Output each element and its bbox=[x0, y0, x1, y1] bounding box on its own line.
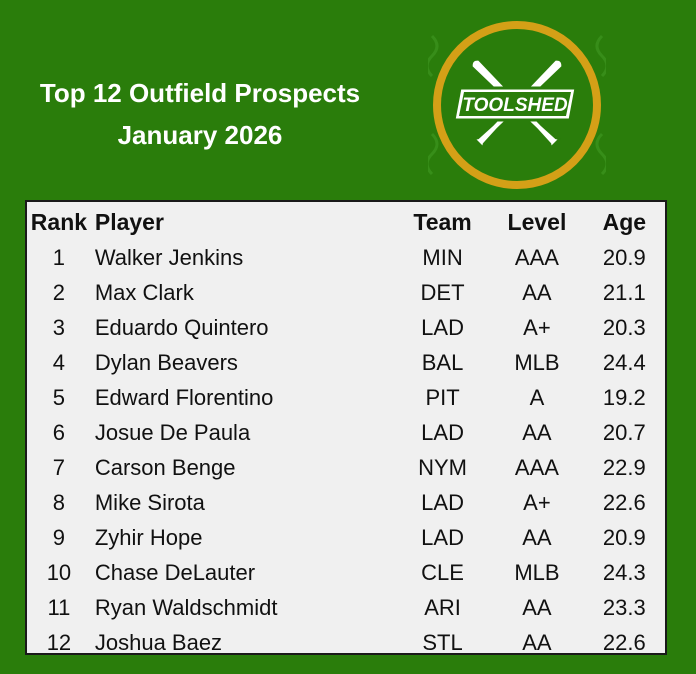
rank-cell: 5 bbox=[52, 384, 66, 410]
rank-cell: 7 bbox=[52, 454, 66, 480]
level-cell: AA bbox=[522, 419, 552, 445]
logo-text: TOOLSHED bbox=[462, 95, 567, 116]
player-cell: Mike Sirota bbox=[94, 489, 205, 515]
player-cell: Walker Jenkins bbox=[94, 244, 244, 270]
age-cell: 21.1 bbox=[602, 279, 646, 305]
level-cell: AA bbox=[522, 629, 552, 655]
team-cell: NYM bbox=[418, 454, 467, 480]
title-line-2: January 2026 bbox=[117, 120, 283, 150]
rank-cell: 4 bbox=[52, 349, 66, 375]
table-row: 8 Mike Sirota LAD A+ 22.6 bbox=[27, 485, 667, 520]
header-player: Player bbox=[94, 208, 164, 235]
level-cell: AAA bbox=[514, 244, 559, 270]
age-cell: 20.7 bbox=[602, 419, 646, 445]
toolshed-logo: TOOLSHED bbox=[428, 21, 606, 189]
header-team: Team bbox=[413, 208, 472, 235]
table-row: 12 Joshua Baez STL AA 22.6 bbox=[27, 625, 667, 660]
header-age: Age bbox=[602, 208, 647, 235]
player-cell: Eduardo Quintero bbox=[94, 314, 269, 340]
logo-background-stitches bbox=[428, 34, 606, 176]
rank-cell: 10 bbox=[46, 559, 72, 585]
table-row: 1 Walker Jenkins MIN AAA 20.9 bbox=[27, 240, 667, 275]
team-cell: BAL bbox=[421, 349, 464, 375]
prospect-table-panel: Rank Player Team Level Age 1 Walker Jenki… bbox=[25, 200, 667, 655]
level-cell: AA bbox=[522, 524, 552, 550]
table-header-row: Rank Player Team Level Age bbox=[27, 204, 667, 240]
level-cell: A bbox=[529, 384, 545, 410]
age-cell: 22.9 bbox=[602, 454, 646, 480]
logo-banner: TOOLSHED bbox=[452, 86, 578, 122]
level-cell: MLB bbox=[514, 559, 560, 585]
rank-cell: 2 bbox=[52, 279, 66, 305]
table-row: 4 Dylan Beavers BAL MLB 24.4 bbox=[27, 345, 667, 380]
level-cell: A+ bbox=[523, 314, 551, 340]
rank-cell: 9 bbox=[52, 524, 66, 550]
level-cell: AA bbox=[522, 594, 552, 620]
rank-cell: 8 bbox=[52, 489, 66, 515]
table-row: 5 Edward Florentino PIT A 19.2 bbox=[27, 380, 667, 415]
table-row: 9 Zyhir Hope LAD AA 20.9 bbox=[27, 520, 667, 555]
title-line-1: Top 12 Outfield Prospects bbox=[39, 78, 361, 108]
team-cell: STL bbox=[422, 629, 463, 655]
level-cell: MLB bbox=[514, 349, 560, 375]
rank-cell: 11 bbox=[47, 594, 71, 620]
rank-cell: 6 bbox=[52, 419, 66, 445]
table-row: 11 Ryan Waldschmidt ARI AA 23.3 bbox=[27, 590, 667, 625]
rank-cell: 3 bbox=[52, 314, 66, 340]
age-cell: 20.9 bbox=[602, 524, 646, 550]
age-cell: 20.3 bbox=[602, 314, 646, 340]
team-cell: LAD bbox=[421, 419, 464, 445]
table-row: 10 Chase DeLauter CLE MLB 24.3 bbox=[27, 555, 667, 590]
team-cell: DET bbox=[420, 279, 465, 305]
player-cell: Edward Florentino bbox=[94, 384, 274, 410]
player-cell: Joshua Baez bbox=[94, 629, 223, 655]
table-row: 3 Eduardo Quintero LAD A+ 20.3 bbox=[27, 310, 667, 345]
age-cell: 23.3 bbox=[602, 594, 646, 620]
team-cell: PIT bbox=[425, 384, 460, 410]
player-cell: Ryan Waldschmidt bbox=[94, 594, 278, 620]
rank-cell: 12 bbox=[46, 629, 72, 655]
age-cell: 24.4 bbox=[602, 349, 646, 375]
player-cell: Zyhir Hope bbox=[94, 524, 203, 550]
team-cell: CLE bbox=[421, 559, 464, 585]
team-cell: LAD bbox=[421, 524, 464, 550]
table-row: 6 Josue De Paula LAD AA 20.7 bbox=[27, 415, 667, 450]
player-cell: Josue De Paula bbox=[94, 419, 251, 445]
player-cell: Carson Benge bbox=[94, 454, 236, 480]
age-cell: 20.9 bbox=[602, 244, 646, 270]
level-cell: A+ bbox=[523, 489, 551, 515]
age-cell: 22.6 bbox=[602, 489, 646, 515]
rank-cell: 1 bbox=[52, 244, 66, 270]
team-cell: ARI bbox=[424, 594, 461, 620]
team-cell: LAD bbox=[421, 314, 464, 340]
header-level: Level bbox=[507, 208, 567, 235]
table-row: 2 Max Clark DET AA 21.1 bbox=[27, 275, 667, 310]
level-cell: AAA bbox=[514, 454, 559, 480]
table-row: 7 Carson Benge NYM AAA 22.9 bbox=[27, 450, 667, 485]
header-rank: Rank bbox=[30, 208, 88, 235]
age-cell: 24.3 bbox=[602, 559, 646, 585]
player-cell: Dylan Beavers bbox=[94, 349, 238, 375]
age-cell: 22.6 bbox=[602, 629, 646, 655]
level-cell: AA bbox=[522, 279, 552, 305]
team-cell: LAD bbox=[421, 489, 464, 515]
player-cell: Chase DeLauter bbox=[94, 559, 256, 585]
prospect-table: Rank Player Team Level Age 1 Walker Jenki… bbox=[27, 204, 667, 660]
age-cell: 19.2 bbox=[602, 384, 646, 410]
player-cell: Max Clark bbox=[94, 279, 194, 305]
team-cell: MIN bbox=[422, 244, 463, 270]
title-block: Top 12 Outfield Prospects January 2026 bbox=[0, 72, 400, 156]
